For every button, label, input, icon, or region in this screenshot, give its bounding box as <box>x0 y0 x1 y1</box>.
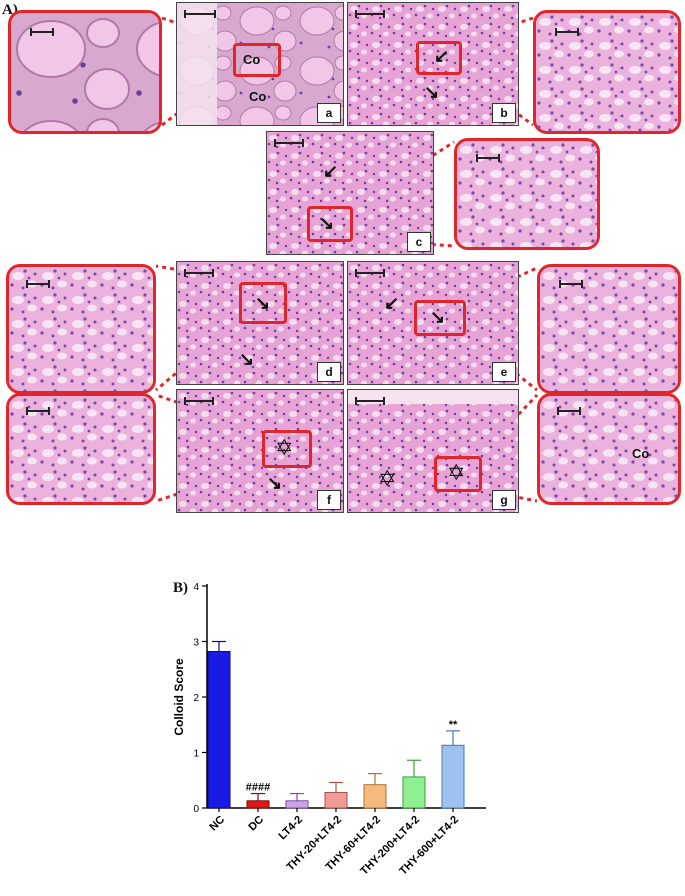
micrograph-c: ↙ ↘ c <box>266 131 434 255</box>
region-of-interest <box>414 300 466 336</box>
y-tick-label: 3 <box>193 638 199 649</box>
micrograph-b: ↙ ↘ b <box>347 2 519 126</box>
micrograph-g: ✡ ✡ g <box>347 389 519 513</box>
star-marker: ✡ <box>275 435 294 460</box>
region-of-interest <box>262 430 312 468</box>
panel-letter: g <box>492 490 516 510</box>
scale-bar <box>555 28 579 36</box>
scale-bar <box>26 407 50 415</box>
bar <box>441 744 465 809</box>
scale-bar <box>355 10 385 18</box>
panel-letter: f <box>317 490 341 510</box>
zoom-inset-d <box>6 264 156 394</box>
scale-bar <box>476 154 500 162</box>
scale-bar <box>557 407 581 415</box>
zoom-inset-a <box>8 10 162 134</box>
bar <box>363 784 387 809</box>
arrow-marker: ↘ <box>239 349 255 369</box>
scale-bar <box>26 280 50 288</box>
panel-letter: b <box>492 103 516 123</box>
colloid-label: Co <box>632 446 650 461</box>
zoom-inset-b <box>533 10 681 134</box>
y-axis-label: Colloid Score <box>172 658 186 736</box>
scale-bar <box>184 269 214 277</box>
zoom-inset-c <box>454 138 600 250</box>
scale-bar <box>184 397 214 405</box>
x-tick-label: LT4-2 <box>276 814 305 843</box>
scale-bar <box>30 28 54 36</box>
zoom-inset-e <box>537 264 681 394</box>
zoom-inset-f <box>6 393 156 505</box>
bar <box>207 650 231 809</box>
scale-bar <box>274 139 304 147</box>
bar <box>402 776 426 809</box>
arrow-marker: ↙ <box>384 293 400 313</box>
scale-bar <box>184 10 216 18</box>
x-tick-label: NC <box>207 814 227 834</box>
star-marker: ✡ <box>378 466 397 491</box>
bar <box>324 791 348 809</box>
y-tick-label: 4 <box>193 582 199 593</box>
arrow-marker: ↘ <box>267 473 283 493</box>
region-of-interest <box>307 206 353 242</box>
significance-label: ** <box>449 719 458 731</box>
micrograph-a: Co Co a <box>176 2 344 126</box>
panel-letter: c <box>407 232 431 252</box>
panel-letter: d <box>317 362 341 382</box>
y-tick-label: 1 <box>193 749 199 760</box>
y-tick-label: 0 <box>193 804 199 815</box>
bar <box>285 800 309 809</box>
arrow-marker: ↘ <box>255 293 271 313</box>
panel-letter: e <box>492 362 516 382</box>
micrograph-d: ↘ ↘ d <box>176 261 344 385</box>
arrow-marker: ↘ <box>430 307 446 327</box>
panel-b-label: B) <box>173 580 188 596</box>
region-of-interest <box>239 282 287 324</box>
arrow-marker: ↘ <box>319 213 335 233</box>
significance-label: #### <box>246 782 270 794</box>
x-tick-label: DC <box>246 814 266 834</box>
colloid-label: Co <box>249 89 267 104</box>
colloid-label: Co <box>243 52 261 67</box>
scale-bar <box>559 280 583 288</box>
region-of-interest <box>416 41 462 75</box>
micrograph-f: ✡ ↘ f <box>176 389 344 513</box>
star-marker: ✡ <box>447 460 466 485</box>
arrow-marker: ↘ <box>424 82 440 102</box>
arrow-marker: ↙ <box>434 46 450 66</box>
region-of-interest <box>434 456 482 492</box>
scale-bar <box>355 269 385 277</box>
micrograph-e: ↙ ↘ e <box>347 261 519 385</box>
region-of-interest <box>233 43 281 77</box>
bar <box>246 800 270 809</box>
y-tick-label: 2 <box>193 693 199 704</box>
panel-letter: a <box>317 103 341 123</box>
zoom-inset-g: Co <box>537 393 681 505</box>
arrow-marker: ↙ <box>323 161 339 181</box>
scale-bar <box>355 397 385 405</box>
